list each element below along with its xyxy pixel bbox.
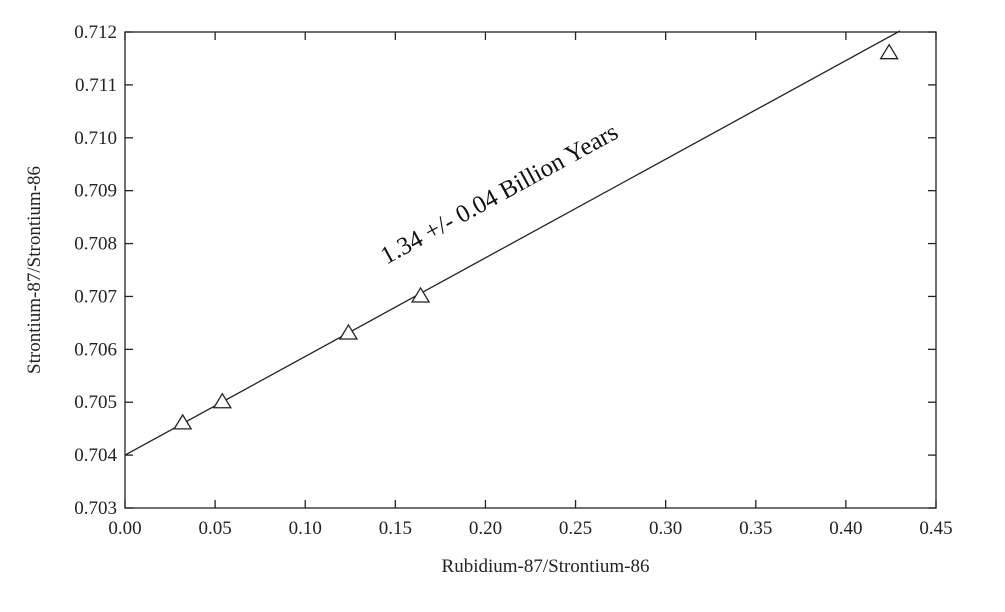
isochron-fit-line [124, 30, 901, 456]
y-tick-label: 0.707 [74, 286, 117, 307]
y-tick-label: 0.706 [74, 339, 117, 360]
data-point-triangle [879, 43, 899, 60]
y-tick-label: 0.710 [74, 128, 117, 149]
labels-layer: 0.00 0.05 0.10 0.15 0.20 0.25 0.30 0.35 0.40 0.45… [24, 22, 953, 577]
x-tick-label: 0.45 [919, 518, 952, 539]
y-tick-label: 0.712 [74, 22, 117, 43]
plot-frame-layer [124, 31, 937, 509]
data-point-triangle [338, 323, 359, 340]
data-points-layer [173, 43, 899, 430]
x-tick-label: 0.15 [379, 518, 412, 539]
data-point-triangle [173, 413, 193, 430]
plot-frame [124, 31, 937, 509]
age-annotation: 1.34 +/- 0.04 Billion Years [376, 118, 622, 269]
x-tick-label: 0.25 [559, 518, 592, 539]
fit-line-layer [124, 30, 901, 456]
data-point-triangle [212, 392, 232, 409]
x-tick-label: 0.20 [469, 518, 502, 539]
y-tick-label: 0.704 [74, 445, 117, 466]
y-tick-label: 0.705 [74, 392, 117, 413]
y-tick-label: 0.708 [74, 234, 117, 255]
x-tick-label: 0.30 [649, 518, 682, 539]
x-tick-label: 0.35 [739, 518, 772, 539]
x-tick-label: 0.00 [108, 518, 141, 539]
y-tick-label: 0.703 [74, 498, 117, 519]
x-tick-label: 0.05 [198, 518, 231, 539]
x-tick-label: 0.10 [289, 518, 322, 539]
data-point-triangle [410, 286, 431, 303]
x-tick-label: 0.40 [829, 518, 862, 539]
x-axis-title: Rubidium-87/Strontium-86 [442, 556, 650, 577]
y-tick-label: 0.711 [75, 75, 117, 96]
axis-ticks-layer [124, 31, 937, 509]
y-axis-title: Strontium-87/Strontium-86 [24, 166, 45, 374]
y-tick-label: 0.709 [74, 181, 117, 202]
